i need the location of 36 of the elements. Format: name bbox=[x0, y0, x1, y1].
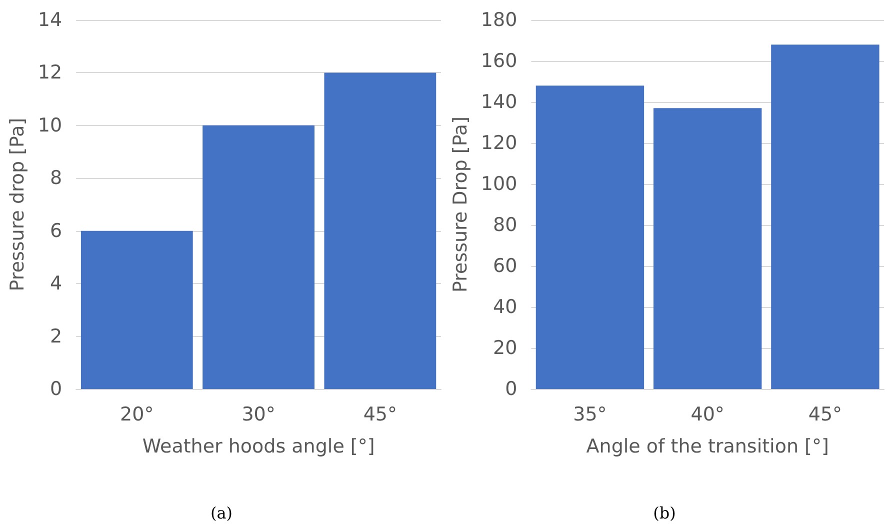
y-tick-label: 8 bbox=[50, 167, 62, 190]
text: (a) bbox=[210, 504, 233, 522]
bar bbox=[771, 44, 880, 389]
y-tick-label: 120 bbox=[480, 132, 518, 154]
y-tick-label: 160 bbox=[480, 50, 518, 72]
y-axis-title: Pressure Drop [Pa] bbox=[450, 116, 472, 292]
bar bbox=[536, 86, 644, 389]
x-axis-title: Angle of the transition [°] bbox=[586, 436, 829, 458]
x-tick-label: 35° bbox=[573, 404, 607, 426]
y-tick-label: 20 bbox=[492, 337, 518, 359]
y-tick-label: 0 bbox=[50, 378, 62, 400]
y-tick-label: 140 bbox=[480, 91, 518, 113]
y-tick-label: 100 bbox=[480, 173, 518, 195]
y-axis-title: Pressure drop [Pa] bbox=[6, 118, 28, 292]
x-tick-label: 45° bbox=[808, 404, 842, 426]
x-tick-label: 45° bbox=[363, 404, 398, 426]
y-tick-label: 14 bbox=[38, 9, 62, 31]
bar bbox=[653, 108, 762, 389]
x-tick-label: 30° bbox=[242, 404, 276, 426]
y-tick-label: 12 bbox=[38, 62, 62, 84]
y-tick-label: 10 bbox=[38, 114, 62, 136]
y-tick-label: 2 bbox=[50, 325, 62, 348]
y-tick-label: 0 bbox=[505, 378, 518, 400]
y-tick-label: 60 bbox=[492, 255, 518, 277]
x-axis-title: Weather hoods angle [°] bbox=[142, 436, 375, 458]
x-tick-label: 40° bbox=[690, 404, 724, 426]
y-tick-label: 180 bbox=[480, 9, 518, 31]
y-tick-label: 40 bbox=[492, 296, 518, 318]
y-tick-label: 6 bbox=[50, 220, 62, 242]
x-tick-label: 20° bbox=[120, 404, 154, 426]
y-tick-label: 4 bbox=[50, 272, 62, 295]
bar bbox=[80, 230, 193, 389]
y-tick-label: 80 bbox=[492, 214, 518, 236]
text: (b) bbox=[653, 504, 676, 522]
bar bbox=[324, 72, 436, 389]
bar bbox=[202, 125, 314, 389]
